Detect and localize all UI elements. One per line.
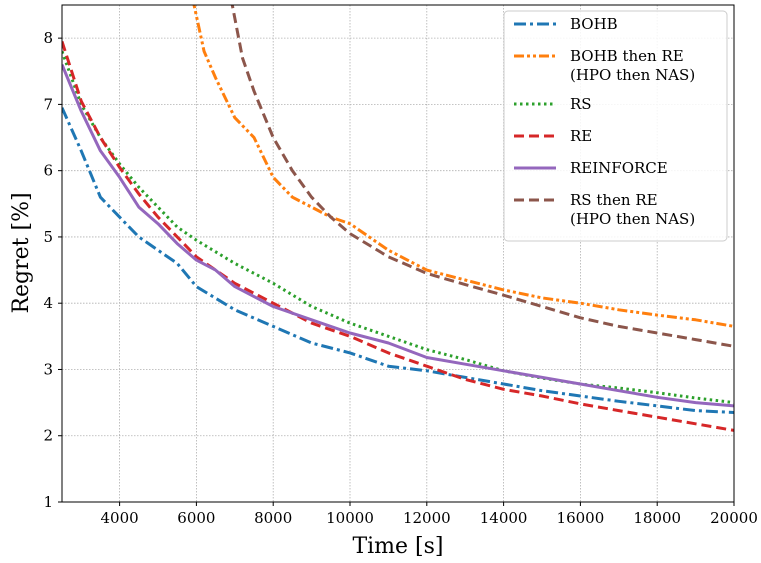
- x-tick-label: 12000: [403, 509, 451, 527]
- legend: BOHB BOHB then RE (HPO then NAS) RS RE REINFO…: [503, 10, 728, 242]
- y-tick-label: 2: [43, 427, 53, 445]
- series-line-4: [62, 64, 734, 408]
- series-line-1: [192, 5, 734, 328]
- legend-label-5: RS then RE (HPO then NAS): [570, 191, 695, 228]
- y-tick-label: 5: [43, 228, 53, 246]
- x-tick-label: 6000: [177, 509, 215, 527]
- plot-frame: [61, 4, 735, 503]
- legend-label-2: RS: [570, 95, 592, 113]
- legend-label-3: RE: [570, 127, 592, 145]
- x-tick-label: 4000: [101, 509, 139, 527]
- legend-label-4: REINFORCE: [570, 159, 668, 177]
- y-axis-title: Regret [%]: [9, 192, 34, 313]
- x-tick-label: 8000: [254, 509, 292, 527]
- y-tick-label: 7: [43, 95, 53, 113]
- x-tick-label: 18000: [633, 509, 681, 527]
- x-axis-title: Time [s]: [352, 534, 443, 559]
- y-tick-label: 6: [43, 162, 53, 180]
- y-tick-label: 3: [43, 360, 53, 378]
- series-line-0: [62, 107, 734, 414]
- series-line-3: [62, 40, 734, 432]
- y-tick-label: 1: [43, 493, 53, 511]
- grid: [62, 5, 735, 503]
- axis-ticks: 4000 6000 8000 10000 12000 14000 16000 18000 200…: [43, 29, 757, 527]
- series-group: [62, 5, 734, 432]
- x-tick-label: 14000: [480, 509, 528, 527]
- series-line-5: [230, 5, 734, 348]
- x-tick-label: 16000: [557, 509, 605, 527]
- y-tick-label: 4: [43, 294, 53, 312]
- x-tick-label: 10000: [326, 509, 374, 527]
- legend-box: [503, 10, 728, 242]
- y-tick-label: 8: [43, 29, 53, 47]
- legend-label-0: BOHB: [570, 15, 618, 33]
- legend-label-1: BOHB then RE (HPO then NAS): [570, 47, 695, 84]
- x-tick-label: 20000: [710, 509, 758, 527]
